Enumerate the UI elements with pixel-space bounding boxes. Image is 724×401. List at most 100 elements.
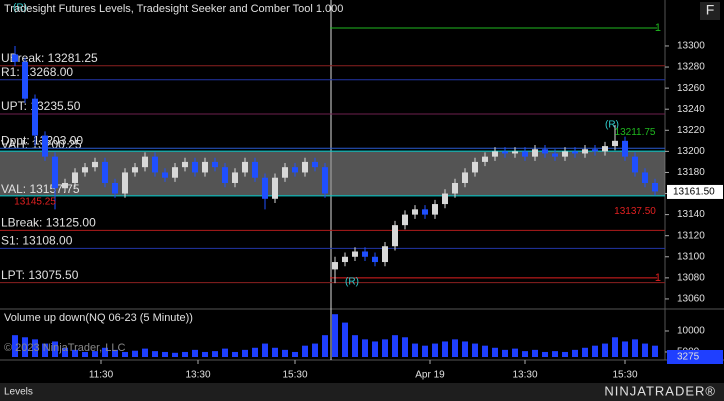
annotation: (R) — [345, 277, 359, 288]
candle-body — [52, 156, 58, 189]
volume-bar — [122, 351, 128, 357]
candle-body — [412, 209, 418, 215]
candle-body — [622, 140, 628, 157]
candle-body — [592, 149, 598, 152]
volume-title: Volume up down(NQ 06-23 (5 Minute)) — [4, 312, 193, 324]
value-area — [0, 151, 665, 196]
bottom-bar — [0, 383, 724, 401]
candle-body — [422, 209, 428, 215]
volume-bar — [172, 352, 178, 357]
y-tick-label: 13280 — [677, 62, 705, 73]
x-tick-label: 15:30 — [282, 370, 307, 381]
candle-body — [12, 54, 18, 62]
candle-body — [272, 177, 278, 199]
x-tick-label: 13:30 — [512, 370, 537, 381]
level-label: S1: 13108.00 — [1, 234, 73, 248]
volume-bar — [202, 351, 208, 357]
candle-body — [652, 182, 658, 192]
volume-bar — [402, 337, 408, 357]
x-tick-label: 15:30 — [612, 370, 637, 381]
volume-bar — [492, 347, 498, 357]
candle-body — [102, 161, 108, 183]
volume-bar — [382, 339, 388, 357]
candle-body — [362, 251, 368, 257]
volume-bar — [532, 349, 538, 357]
session-label: 1 — [655, 22, 661, 34]
candle-body — [472, 161, 478, 173]
session-label: 1 — [655, 272, 661, 284]
candle-body — [202, 161, 208, 173]
button[interactable] — [700, 2, 720, 20]
x-tick-label: 11:30 — [89, 370, 114, 381]
y-tick-label: 13080 — [677, 272, 705, 283]
volume-bar — [42, 343, 48, 357]
candle-body — [452, 182, 458, 194]
candle-body — [502, 151, 508, 154]
volume-bar — [602, 343, 608, 357]
volume-bar — [92, 351, 98, 357]
candle-body — [302, 161, 308, 173]
candle-body — [182, 161, 188, 168]
candle-body — [392, 225, 398, 247]
volume-bar — [482, 345, 488, 357]
candle-body — [432, 204, 438, 215]
volume-bar — [82, 351, 88, 357]
candle-body — [582, 149, 588, 154]
candle-body — [612, 140, 618, 147]
logo: NINJATRADER® — [604, 383, 716, 398]
volume-bar — [162, 351, 168, 357]
candle-body — [312, 161, 318, 168]
candle-body — [562, 151, 568, 157]
volume-bar — [192, 349, 198, 357]
candle-body — [162, 172, 168, 178]
volume-bar — [52, 341, 58, 357]
volume-bar — [152, 351, 158, 357]
button-label[interactable]: F — [706, 2, 715, 18]
candle-body — [242, 161, 248, 173]
volume-bar — [502, 349, 508, 357]
candle-body — [532, 149, 538, 157]
candle-body — [232, 172, 238, 183]
candle-body — [42, 135, 48, 157]
x-tick-label: 13:30 — [185, 370, 210, 381]
level-label: VAL: 13157.75 — [1, 182, 80, 196]
volume-bar — [142, 348, 148, 357]
volume-bar — [292, 351, 298, 357]
candle-body — [282, 167, 288, 178]
volume-bar — [392, 335, 398, 357]
candle-body — [632, 156, 638, 173]
candle-body — [292, 167, 298, 173]
volume-bar — [222, 348, 228, 357]
volume-bar — [642, 343, 648, 357]
level-label: UPT: 13235.50 — [1, 99, 81, 113]
volume-bar — [462, 341, 468, 357]
volume-bar — [512, 348, 518, 357]
candle-body — [572, 151, 578, 154]
volume-bar — [412, 343, 418, 357]
candle-body — [492, 151, 498, 157]
y-tick-label: 13200 — [677, 146, 705, 157]
volume-bar — [582, 347, 588, 357]
y-tick-label: 13240 — [677, 104, 705, 115]
volume-bar — [522, 351, 528, 357]
candle-body — [332, 262, 338, 270]
candle-body — [92, 161, 98, 168]
candle-body — [222, 167, 228, 183]
y-tick-label: 13140 — [677, 209, 705, 220]
volume-bar — [182, 351, 188, 357]
y-tick-label: 10000 — [677, 326, 705, 337]
y-tick-label: 13300 — [677, 41, 705, 52]
volume-bar — [232, 351, 238, 357]
copyright: © 2023 NinjaTrader, LLC — [4, 342, 125, 354]
volume-bar — [72, 349, 78, 357]
candle-body — [382, 246, 388, 263]
volume-bar — [112, 349, 118, 357]
last-volume-box — [667, 350, 723, 364]
candle-body — [82, 167, 88, 173]
volume-bar — [452, 339, 458, 357]
candle-body — [122, 172, 128, 194]
volume-bar — [302, 345, 308, 357]
candle-body — [72, 172, 78, 183]
